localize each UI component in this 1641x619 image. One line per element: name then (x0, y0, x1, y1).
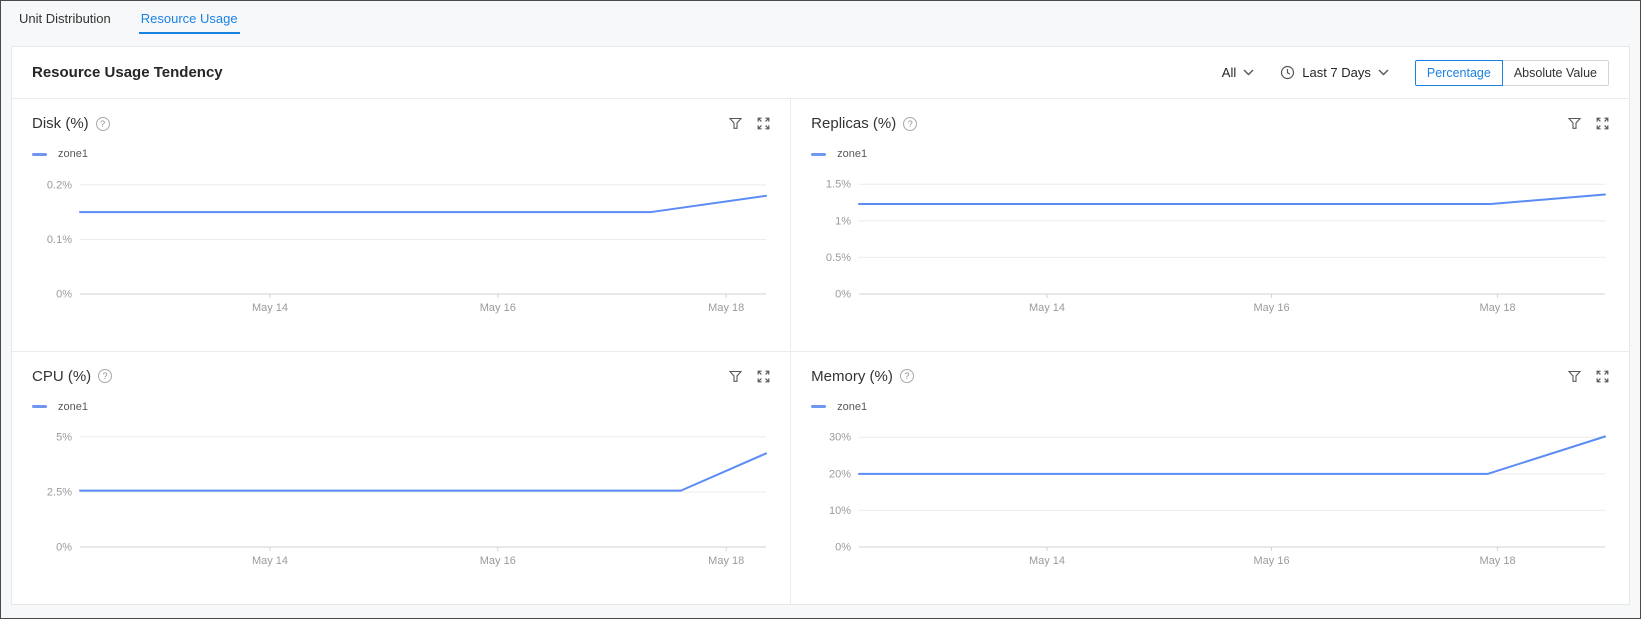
page-title: Resource Usage Tendency (32, 64, 223, 81)
legend-line-swatch (32, 405, 47, 408)
filter-icon[interactable] (729, 117, 743, 130)
chevron-down-icon (1243, 69, 1254, 76)
chart-canvas: 5% 2.5% 0% May 14 May 16 May 18 (32, 421, 770, 573)
y-tick-label: 0.1% (47, 234, 72, 246)
x-tick-label: May 16 (1254, 555, 1290, 567)
x-tick-label: May 18 (1480, 302, 1516, 314)
absolute-value-button[interactable]: Absolute Value (1501, 59, 1609, 86)
x-tick-label: May 16 (480, 555, 516, 567)
card-header: Resource Usage Tendency All Last 7 Days (12, 47, 1629, 99)
y-tick-label: 30% (829, 431, 851, 443)
chart-panel-replicas: Replicas (%) ? zone1 (791, 99, 1629, 352)
series-line (79, 194, 767, 214)
chart-title: Replicas (%) (811, 115, 897, 132)
time-range-dropdown[interactable]: Last 7 Days (1280, 65, 1389, 80)
y-tick-label: 2.5% (47, 486, 72, 498)
filter-icon[interactable] (1567, 370, 1581, 383)
y-tick-label: 5% (56, 431, 72, 443)
resource-usage-card: Resource Usage Tendency All Last 7 Days (11, 46, 1630, 605)
y-tick-label: 0% (835, 541, 851, 553)
chart-title: Disk (%) (32, 115, 89, 132)
legend-label: zone1 (58, 400, 88, 413)
help-icon[interactable]: ? (899, 369, 914, 383)
chart-canvas: 1.5% 1% 0.5% 0% May 14 May 16 May 18 (811, 168, 1609, 320)
legend-line-swatch (32, 152, 47, 156)
filter-icon[interactable] (729, 370, 743, 383)
series-line (79, 451, 767, 492)
x-tick-label: May 18 (708, 555, 744, 567)
chevron-down-icon (1378, 69, 1389, 76)
top-tab-bar: Unit Distribution Resource Usage (1, 1, 1640, 35)
legend-line-swatch (811, 405, 827, 408)
filter-icon[interactable] (1567, 117, 1581, 130)
chart-panel-disk: Disk (%) ? zone1 (12, 99, 792, 352)
expand-icon[interactable] (1596, 117, 1609, 130)
clock-icon (1280, 65, 1295, 80)
y-tick-label: 10% (829, 504, 851, 516)
y-tick-label: 0% (56, 541, 72, 553)
x-tick-label: May 16 (480, 302, 516, 314)
chart-panel-cpu: CPU (%) ? zone1 5 (12, 351, 792, 604)
y-tick-label: 0% (56, 289, 72, 301)
chart-panel-header: Disk (%) ? (32, 115, 770, 132)
expand-icon[interactable] (757, 370, 770, 383)
x-tick-label: May 14 (1029, 302, 1065, 314)
x-tick-label: May 18 (1480, 555, 1516, 567)
y-tick-label: 0% (835, 289, 851, 301)
x-tick-label: May 18 (708, 302, 744, 314)
charts-grid: Disk (%) ? zone1 (12, 99, 1629, 604)
expand-icon[interactable] (757, 117, 770, 130)
legend-line-swatch (811, 152, 827, 156)
series-line (858, 193, 1607, 205)
x-tick-label: May 14 (1029, 555, 1065, 567)
y-tick-label: 1.5% (826, 179, 851, 191)
chart-title: Memory (%) (811, 367, 893, 385)
expand-icon[interactable] (1596, 370, 1609, 383)
y-tick-label: 0.5% (826, 252, 851, 264)
help-icon[interactable]: ? (98, 369, 113, 383)
chart-canvas: 30% 20% 10% 0% May 14 May 16 May 18 (811, 421, 1609, 573)
help-icon[interactable]: ? (903, 116, 918, 131)
legend-label: zone1 (837, 148, 868, 160)
x-tick-label: May 14 (252, 302, 288, 314)
chart-title: CPU (%) (32, 367, 92, 385)
legend-label: zone1 (837, 400, 868, 413)
help-icon[interactable]: ? (95, 116, 110, 131)
chart-panel-header: Memory (%) ? (811, 368, 1609, 385)
legend-label: zone1 (58, 148, 88, 160)
tab-resource-usage[interactable]: Resource Usage (138, 1, 240, 35)
chart-panel-memory: Memory (%) ? zone1 (791, 352, 1629, 605)
header-controls: All Last 7 Days Percentage (1222, 59, 1609, 86)
chart-panel-header: Replicas (%) ? (811, 115, 1609, 132)
scope-dropdown-label: All (1221, 65, 1237, 80)
x-tick-label: May 14 (252, 555, 288, 567)
percentage-button[interactable]: Percentage (1414, 59, 1503, 86)
chart-legend[interactable]: zone1 (32, 401, 88, 413)
value-mode-toggle: Percentage Absolute Value (1414, 59, 1609, 86)
chart-canvas: 0.2% 0.1% 0% May 14 May 16 May 18 (32, 168, 770, 320)
x-tick-label: May 16 (1254, 302, 1290, 314)
y-tick-label: 20% (829, 468, 851, 480)
time-range-label: Last 7 Days (1302, 65, 1371, 80)
scope-dropdown[interactable]: All (1222, 65, 1254, 80)
chart-legend[interactable]: zone1 (811, 401, 867, 413)
tab-unit-distribution[interactable]: Unit Distribution (19, 10, 111, 26)
y-tick-label: 1% (835, 215, 851, 227)
y-tick-label: 0.2% (47, 179, 72, 191)
chart-legend[interactable]: zone1 (811, 148, 867, 160)
chart-panel-header: CPU (%) ? (32, 368, 770, 385)
series-line (858, 435, 1607, 475)
chart-legend[interactable]: zone1 (32, 148, 88, 160)
